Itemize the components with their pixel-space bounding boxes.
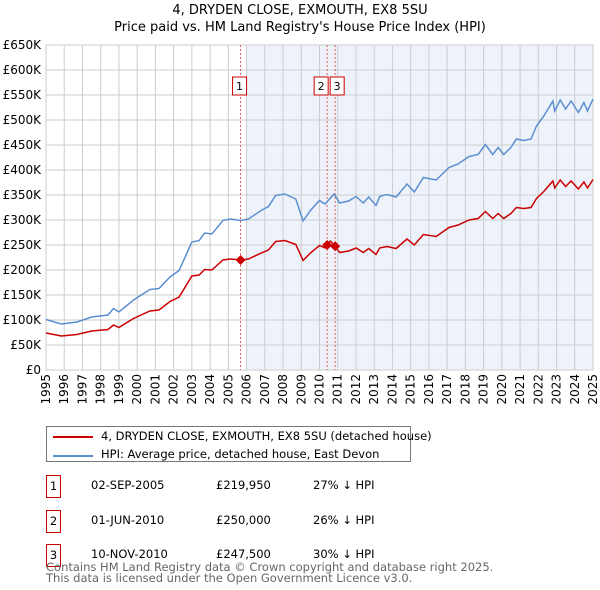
x-tick-label: 2002 [167,374,181,405]
transaction-price: £247,500 [216,547,271,561]
x-tick-label: 2005 [221,374,235,405]
sale-label: 3 [334,80,341,93]
x-tick-label: 2006 [240,374,254,405]
price-chart: 1995 1996 1997 1998 1999 2000 2001 2002 2003 2004… [3,38,600,405]
y-tick-label: £600K [3,63,43,77]
transaction-row: 1 02-SEP-2005 £219,950 27% ↓ HPI [46,475,466,498]
transaction-date: 10-NOV-2010 [91,547,168,561]
x-tick-label: 1996 [57,374,71,405]
y-tick-label: £550K [3,88,43,102]
y-tick-label: £400K [3,163,43,177]
x-tick-label: 2009 [294,374,308,405]
footer-line-1: Contains HM Land Registry data © Crown c… [46,560,494,574]
x-tick-label: 1999 [112,374,126,405]
y-tick-label: £300K [3,213,43,227]
x-tick-label: 2010 [313,374,327,405]
x-tick-label: 2015 [404,374,418,405]
x-tick-label: 2008 [276,374,290,405]
transaction-date: 01-JUN-2010 [91,512,165,527]
y-tick-label: £250K [3,238,43,252]
property-price-line [45,178,594,337]
x-tick-label: 2023 [550,374,564,405]
chart-title: 4, DRYDEN CLOSE, EXMOUTH, EX8 5SU [172,3,428,18]
shaded-region [246,45,594,370]
x-tick-label: 2017 [440,374,454,405]
legend-property-label: 4, DRYDEN CLOSE, EXMOUTH, EX8 5SU (detac… [101,429,432,443]
x-tick-label: 2025 [586,374,600,405]
x-tick-label: 2004 [203,374,217,405]
y-tick-label: £350K [3,188,43,202]
x-tick-label: 1997 [75,374,89,405]
sale-label: 2 [318,80,325,93]
sale-point [322,240,333,250]
hpi-line [45,98,594,325]
x-tick-label: 1995 [39,374,53,405]
transaction-number: 3 [46,544,61,567]
footer-line-2: This data is licensed under the Open Gov… [46,571,413,585]
x-tick-label: 1998 [94,374,108,405]
x-tick-label: 2021 [513,374,527,405]
x-tick-label: 2016 [422,374,436,405]
sale-label-box [313,76,329,96]
sale-label-box [329,76,345,96]
transaction-hpi-delta: 26% ↓ HPI [313,512,375,527]
plot-frame [45,44,594,371]
y-tick-label: £50K [10,338,42,352]
y-tick-label: £200K [3,263,43,277]
y-tick-label: £450K [3,138,43,152]
transaction-price: £219,950 [216,478,271,492]
y-tick-label: £100K [3,313,43,327]
legend: 4, DRYDEN CLOSE, EXMOUTH, EX8 5SU (detac… [46,426,432,462]
x-tick-label: 2013 [367,374,381,405]
y-tick-label: £650K [3,38,43,52]
y-tick-label: £500K [3,113,43,127]
x-tick-label: 2001 [148,374,162,405]
chart-subtitle: Price paid vs. HM Land Registry's House … [114,20,486,35]
x-tick-label: 2011 [331,374,345,405]
x-tick-label: 2014 [385,374,399,405]
x-tick-label: 2020 [495,374,509,405]
legend-hpi-line [53,455,93,457]
transaction-row: 2 01-JUN-2010 £250,000 26% ↓ HPI [46,509,466,533]
sale-label-box [232,76,248,96]
transaction-hpi-delta: 27% ↓ HPI [313,478,375,492]
transaction-row: 3 10-NOV-2010 £247,500 30% ↓ HPI [46,544,466,567]
transaction-number: 2 [46,509,61,533]
x-tick-label: 2018 [458,374,472,405]
x-tick-label: 2024 [568,374,582,405]
sale-point [330,241,341,252]
transaction-date: 02-SEP-2005 [91,478,165,492]
x-tick-label: 2000 [130,374,144,405]
transaction-hpi-delta: 30% ↓ HPI [313,547,375,561]
y-tick-label: £0 [26,363,41,377]
x-tick-label: 2022 [531,374,545,405]
x-tick-label: 2012 [349,374,363,405]
transaction-number: 1 [46,475,61,498]
transaction-price: £250,000 [216,512,271,527]
y-tick-label: £150K [3,288,43,302]
x-tick-label: 2007 [258,374,272,405]
sale-label: 1 [236,80,243,93]
x-tick-label: 2019 [477,374,491,405]
sale-point [235,255,246,266]
x-tick-label: 2003 [185,374,199,405]
legend-property-line [53,436,93,438]
legend-hpi-label: HPI: Average price, detached house, East… [101,447,380,461]
